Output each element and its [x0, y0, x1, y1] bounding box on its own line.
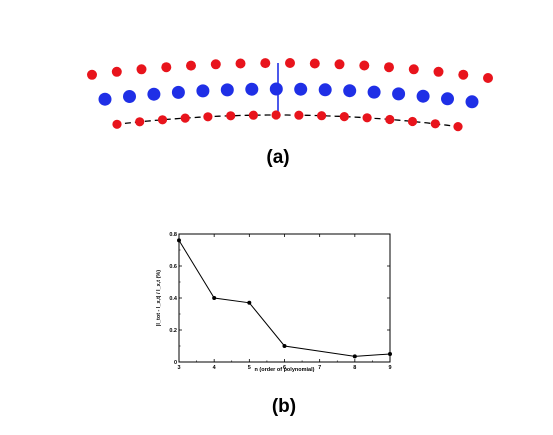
- x-tick-label: 4: [213, 365, 217, 371]
- atom-blue: [123, 90, 136, 103]
- atom-blue: [392, 87, 406, 101]
- data-point: [247, 300, 252, 305]
- atom-red: [339, 112, 349, 122]
- data-points: [177, 238, 392, 359]
- atom-blue: [465, 95, 479, 109]
- panel-b-label: (b): [272, 396, 296, 417]
- x-tick-label: 3: [177, 365, 180, 371]
- plot-frame: [178, 233, 391, 363]
- atom-red: [453, 122, 463, 132]
- atom-red: [430, 119, 440, 129]
- atom-blue: [416, 89, 430, 103]
- y-tick-label: 0.4: [169, 296, 178, 302]
- data-point: [177, 238, 181, 243]
- atom-red: [334, 59, 345, 70]
- y-axis-label: |l_tot - l_x,t| / l_x,t (%): [156, 270, 162, 326]
- atom-red: [385, 114, 395, 125]
- y-tick-label: 0: [174, 360, 177, 366]
- x-tick-label: 5: [248, 365, 251, 371]
- atom-red: [408, 64, 419, 75]
- x-axis-label: n (order of polynomial): [255, 367, 315, 373]
- atom-red: [161, 62, 172, 73]
- axis-ticks: [178, 233, 391, 363]
- atom-red: [285, 58, 295, 68]
- atom-red: [458, 69, 469, 80]
- atom-red: [260, 58, 271, 69]
- atom-red: [112, 119, 122, 129]
- atom-red: [309, 58, 320, 69]
- series-line: [178, 240, 391, 357]
- fit-curve: [114, 114, 460, 128]
- y-tick-label: 0.6: [169, 264, 177, 270]
- atom-red: [87, 69, 97, 80]
- atom-layers: [87, 58, 493, 132]
- atom-blue: [147, 87, 161, 101]
- atom-red: [210, 59, 221, 70]
- atom-red: [235, 58, 246, 69]
- data-point: [282, 344, 287, 348]
- panel-b-chart: 3 4 5 6 7 8 9 0 0.2 0.4 0.6 0.8 n (order of polynom…: [156, 232, 392, 417]
- atom-red: [271, 110, 281, 120]
- panel-a-label: (a): [266, 147, 289, 168]
- atom-blue: [245, 82, 259, 96]
- data-point: [212, 296, 217, 300]
- tick-labels: 3 4 5 6 7 8 9 0 0.2 0.4 0.6 0.8: [169, 232, 391, 371]
- atom-red: [135, 117, 145, 127]
- atom-red: [226, 111, 236, 121]
- data-point: [352, 354, 357, 359]
- atom-blue: [196, 84, 210, 98]
- atom-blue: [367, 85, 381, 99]
- atom-red: [294, 110, 304, 120]
- atom-blue: [220, 83, 234, 97]
- data-point: [388, 352, 392, 356]
- atom-red: [407, 116, 418, 127]
- atom-red: [433, 66, 444, 77]
- y-tick-label: 0.2: [169, 328, 177, 334]
- atom-red: [203, 112, 213, 122]
- atom-red: [483, 73, 493, 83]
- atom-blue: [343, 84, 357, 98]
- atom-blue: [98, 92, 112, 106]
- atom-red: [136, 64, 147, 75]
- x-tick-label: 8: [353, 365, 356, 371]
- atom-blue: [318, 83, 332, 97]
- atom-red: [317, 111, 327, 121]
- atom-blue: [441, 92, 454, 106]
- atom-red: [248, 110, 258, 120]
- atom-blue: [294, 82, 308, 96]
- atom-red: [186, 60, 196, 71]
- x-tick-label: 7: [318, 365, 321, 371]
- panel-a-diagram: (a): [87, 58, 493, 168]
- atom-blue: [269, 82, 283, 96]
- atom-red: [111, 66, 122, 77]
- atom-red: [180, 113, 190, 123]
- atom-red: [359, 60, 370, 71]
- atom-red: [384, 62, 394, 73]
- x-tick-label: 6: [283, 365, 286, 371]
- atom-red: [157, 115, 168, 125]
- y-tick-label: 0.8: [169, 232, 177, 238]
- atom-red: [362, 113, 372, 123]
- atom-blue: [171, 85, 185, 99]
- x-tick-label: 9: [388, 365, 391, 371]
